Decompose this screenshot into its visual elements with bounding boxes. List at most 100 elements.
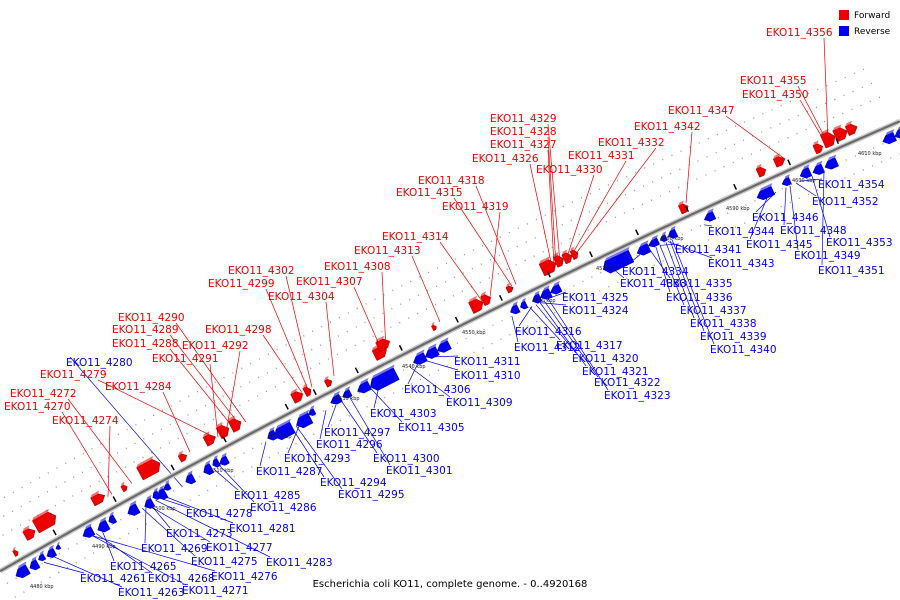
forward-leader bbox=[381, 271, 387, 350]
reverse-leader bbox=[671, 239, 715, 345]
reverse-leader bbox=[53, 556, 123, 588]
reverse-gene-label: EKO11_4324 bbox=[562, 305, 629, 317]
feature-tick bbox=[454, 316, 459, 323]
forward-gene-bevel bbox=[832, 124, 842, 131]
reverse-leader bbox=[539, 302, 587, 367]
reverse-gene bbox=[894, 129, 900, 139]
reverse-gene bbox=[647, 237, 661, 248]
forward-leader bbox=[439, 241, 483, 302]
forward-leader bbox=[325, 301, 335, 377]
forward-leader bbox=[107, 425, 111, 497]
reverse-gene-label: EKO11_4294 bbox=[320, 477, 387, 489]
reverse-gene bbox=[82, 526, 96, 538]
reverse-gene-label: EKO11_4338 bbox=[690, 318, 757, 330]
reverse-gene-bevel bbox=[153, 487, 158, 493]
reverse-leader bbox=[91, 535, 216, 572]
reverse-gene-bevel bbox=[521, 297, 526, 303]
reverse-gene-label: EKO11_4269 bbox=[141, 543, 208, 555]
dotted-guide-line bbox=[0, 65, 872, 501]
reverse-gene bbox=[357, 380, 372, 394]
scale-tick-label: 4610 kbp bbox=[858, 151, 882, 157]
forward-gene bbox=[468, 298, 484, 314]
reverse-leader bbox=[101, 529, 115, 562]
reverse-gene-bevel bbox=[534, 290, 540, 297]
scale-tick-label: 4560 kbp bbox=[532, 298, 556, 304]
genome-backbone bbox=[0, 118, 900, 574]
reverse-gene bbox=[636, 243, 652, 256]
reverse-gene-label: EKO11_4309 bbox=[446, 397, 513, 409]
reverse-gene-label: EKO11_4325 bbox=[562, 292, 629, 304]
reverse-gene-bevel bbox=[276, 418, 291, 430]
gene-labels: EKO11_4356 EKO11_4355 EKO11_4350 EKO11_4347… bbox=[4, 27, 893, 599]
forward-gene-label: EKO11_4290 bbox=[118, 312, 185, 324]
forward-gene bbox=[323, 379, 333, 388]
reverse-gene-label: EKO11_4277 bbox=[206, 542, 273, 554]
reverse-leader bbox=[144, 505, 147, 544]
reverse-gene-bevel bbox=[802, 164, 810, 170]
gene-features bbox=[12, 120, 900, 579]
reverse-gene-bevel bbox=[897, 126, 900, 131]
feature-tick bbox=[685, 205, 689, 213]
dotted-guide-line bbox=[0, 80, 878, 520]
legend-forward-swatch bbox=[839, 10, 849, 20]
reverse-gene-bevel bbox=[158, 485, 165, 491]
reverse-leader bbox=[407, 362, 419, 385]
reverse-leader bbox=[821, 170, 825, 266]
reverse-gene bbox=[703, 211, 717, 222]
forward-gene-bevel bbox=[773, 153, 780, 160]
forward-gene-label: EKO11_4326 bbox=[472, 153, 539, 165]
scale-tick-label: 4550 kbp bbox=[462, 330, 486, 336]
feature-tick bbox=[835, 137, 840, 145]
reverse-gene bbox=[55, 544, 62, 550]
reverse-leader bbox=[511, 316, 519, 343]
reverse-leader bbox=[667, 241, 713, 259]
reverse-leader bbox=[219, 465, 255, 503]
reverse-gene-label: EKO11_4261 bbox=[80, 573, 147, 585]
forward-gene-bevel bbox=[302, 383, 308, 389]
reverse-leader bbox=[349, 397, 391, 466]
scale-tick-label: 4540 kbp bbox=[402, 364, 426, 370]
reverse-leader bbox=[69, 356, 183, 487]
forward-leader bbox=[97, 379, 217, 439]
reverse-gene-label: EKO11_4283 bbox=[266, 557, 333, 569]
reverse-gene-bevel bbox=[784, 174, 790, 180]
reverse-gene-label: EKO11_4263 bbox=[118, 587, 185, 599]
reverse-gene-bevel bbox=[333, 390, 340, 398]
reverse-gene-label: EKO11_4339 bbox=[700, 331, 767, 343]
scale-tick-label: 4490 kbp bbox=[92, 544, 116, 550]
forward-gene-label: EKO11_4350 bbox=[742, 89, 809, 101]
forward-gene-label: EKO11_4330 bbox=[536, 164, 603, 176]
reverse-gene-bevel bbox=[309, 405, 315, 411]
reverse-gene bbox=[203, 463, 215, 476]
forward-gene-label: EKO11_4318 bbox=[418, 175, 485, 187]
reverse-gene bbox=[219, 455, 230, 466]
forward-gene-label: EKO11_4315 bbox=[396, 187, 463, 199]
forward-leader bbox=[547, 123, 561, 263]
reverse-gene-label: EKO11_4278 bbox=[186, 508, 253, 520]
forward-leader bbox=[411, 255, 441, 323]
forward-leader bbox=[547, 136, 557, 265]
forward-gene-label: EKO11_4288 bbox=[112, 338, 179, 350]
feature-tick bbox=[589, 251, 593, 258]
forward-gene-label: EKO11_4298 bbox=[205, 324, 272, 336]
forward-gene-label: EKO11_4356 bbox=[766, 27, 833, 39]
forward-leader bbox=[169, 348, 235, 429]
reverse-gene-label: EKO11_4349 bbox=[794, 250, 861, 262]
reverse-gene-bevel bbox=[31, 556, 37, 563]
reverse-leader bbox=[423, 359, 459, 371]
scale-tick-label: 4590 kbp bbox=[726, 206, 750, 212]
reverse-gene-bevel bbox=[553, 280, 560, 287]
reverse-gene-bevel bbox=[39, 550, 44, 556]
reverse-leader bbox=[327, 404, 337, 428]
forward-gene bbox=[755, 166, 767, 178]
scale-tick-label: 4530 kbp bbox=[336, 396, 360, 402]
reverse-gene-label: EKO11_4346 bbox=[752, 212, 819, 224]
reverse-gene bbox=[532, 293, 543, 304]
reverse-gene-bevel bbox=[651, 234, 658, 241]
reverse-gene-bevel bbox=[269, 426, 275, 433]
reverse-leader bbox=[799, 178, 823, 182]
forward-gene bbox=[31, 511, 57, 534]
reverse-leader bbox=[155, 500, 271, 558]
forward-gene-bevel bbox=[553, 252, 559, 258]
legend-reverse-label: Reverse bbox=[854, 27, 891, 37]
